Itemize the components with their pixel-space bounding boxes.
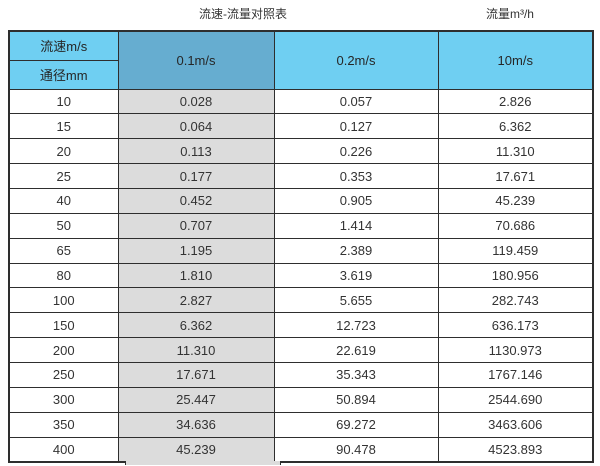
diameter-cell: 50 [8, 212, 119, 239]
table-row: 250 17.671 35.343 1767.146 [8, 361, 594, 388]
table-row: 200 11.310 22.619 1130.973 [8, 337, 594, 363]
table-body: 10 0.028 0.057 2.826 15 0.064 0.127 6.362 20 0.11… [8, 88, 594, 463]
diameter-cell: 80 [8, 262, 119, 289]
corner-header-velocity: 流速m/s [8, 30, 119, 61]
flow-value-cell: 90.478 [273, 436, 439, 463]
diameter-cell: 300 [8, 386, 119, 413]
flow-value-cell: 1130.973 [437, 337, 594, 363]
header-row-bottom: 通径mm [8, 59, 593, 90]
diameter-cell: 100 [8, 287, 119, 314]
diameter-cell: 40 [8, 187, 119, 214]
flow-value-cell: 6.362 [117, 312, 275, 339]
table-row: 100 2.827 5.655 282.743 [8, 287, 594, 314]
flow-value-cell: 0.127 [273, 113, 439, 140]
flow-value-cell: 6.362 [437, 113, 594, 140]
diameter-cell: 25 [8, 163, 119, 189]
flow-value-cell: 0.177 [117, 163, 275, 189]
velocity-column-header-0-2: 0.2m/s [273, 30, 439, 90]
flow-value-cell: 3463.606 [437, 411, 594, 438]
diameter-cell: 150 [8, 312, 119, 339]
table-row: 150 6.362 12.723 636.173 [8, 312, 594, 339]
diameter-cell: 20 [8, 138, 119, 165]
diameter-cell: 10 [8, 88, 119, 115]
flow-value-cell: 0.707 [117, 212, 275, 239]
flow-value-cell: 0.113 [117, 138, 275, 165]
table-row: 65 1.195 2.389 119.459 [8, 237, 594, 264]
corner-header-diameter: 通径mm [8, 59, 119, 90]
flow-value-cell: 25.447 [117, 386, 275, 413]
table-row: 15 0.064 0.127 6.362 [8, 113, 594, 140]
flow-value-cell: 50.894 [273, 386, 439, 413]
table-row: 25 0.177 0.353 17.671 [8, 163, 594, 189]
flow-value-cell: 3.619 [273, 262, 439, 289]
flow-value-cell: 17.671 [437, 163, 594, 189]
flow-value-cell: 4523.893 [437, 436, 594, 463]
flow-value-cell: 0.452 [117, 187, 275, 214]
table-row: 40 0.452 0.905 45.239 [8, 187, 594, 214]
table-row: 400 45.239 90.478 4523.893 [8, 436, 594, 463]
flow-value-cell: 70.686 [437, 212, 594, 239]
flow-value-cell: 2.389 [273, 237, 439, 264]
flow-value-cell: 22.619 [273, 337, 439, 363]
flow-value-cell: 1.810 [117, 262, 275, 289]
diameter-cell: 15 [8, 113, 119, 140]
flow-value-cell: 17.671 [117, 361, 275, 388]
table-title: 流速-流量对照表 [199, 7, 287, 21]
flow-value-cell: 45.239 [437, 187, 594, 214]
diameter-cell: 350 [8, 411, 119, 438]
flow-value-cell: 34.636 [117, 411, 275, 438]
velocity-column-header-0-1: 0.1m/s [117, 30, 275, 90]
flow-value-cell: 1.195 [117, 237, 275, 264]
header-row-top: 流速m/s 0.1m/s 0.2m/s 10m/s [8, 30, 594, 90]
flow-value-cell: 0.057 [273, 88, 439, 115]
flow-value-cell: 0.905 [273, 187, 439, 214]
table-header: 流速m/s 0.1m/s 0.2m/s 10m/s 通径mm [8, 30, 594, 90]
flow-value-cell: 180.956 [437, 262, 594, 289]
table-row: 20 0.113 0.226 11.310 [8, 138, 594, 165]
flow-value-cell: 12.723 [273, 312, 439, 339]
flow-value-cell: 2544.690 [437, 386, 594, 413]
flow-value-cell: 35.343 [273, 361, 439, 388]
diameter-cell: 65 [8, 237, 119, 264]
flow-value-cell: 1.414 [273, 212, 439, 239]
flow-value-cell: 0.064 [117, 113, 275, 140]
flow-value-cell: 2.827 [117, 287, 275, 314]
diameter-cell: 400 [8, 436, 119, 463]
velocity-column-header-10: 10m/s [437, 30, 594, 90]
flow-value-cell: 69.272 [273, 411, 439, 438]
table-row: 50 0.707 1.414 70.686 [8, 212, 594, 239]
flow-value-cell: 0.226 [273, 138, 439, 165]
flow-value-cell: 11.310 [437, 138, 594, 165]
flow-value-cell: 0.353 [273, 163, 439, 189]
flow-unit-label: 流量m³/h [485, 7, 534, 21]
flow-value-cell: 1767.146 [437, 361, 594, 388]
flow-value-cell: 2.826 [437, 88, 594, 115]
flow-value-cell: 0.028 [117, 88, 275, 115]
flow-value-cell: 119.459 [437, 237, 594, 264]
table-row: 350 34.636 69.272 3463.606 [8, 411, 594, 438]
table-row: 80 1.810 3.619 180.956 [8, 262, 594, 289]
flow-value-cell: 5.655 [273, 287, 439, 314]
diameter-cell: 200 [8, 337, 119, 363]
flow-value-cell: 11.310 [117, 337, 275, 363]
diameter-cell: 250 [8, 361, 119, 388]
shaded-column-overhang [125, 461, 281, 465]
flow-value-cell: 636.173 [437, 312, 594, 339]
flow-rate-table: 流速m/s 0.1m/s 0.2m/s 10m/s 通径mm 10 0.028 0.… [8, 30, 594, 463]
table-row: 300 25.447 50.894 2544.690 [8, 386, 594, 413]
flow-value-cell: 282.743 [437, 287, 594, 314]
flow-value-cell: 45.239 [117, 436, 275, 463]
table-row: 10 0.028 0.057 2.826 [8, 88, 594, 115]
